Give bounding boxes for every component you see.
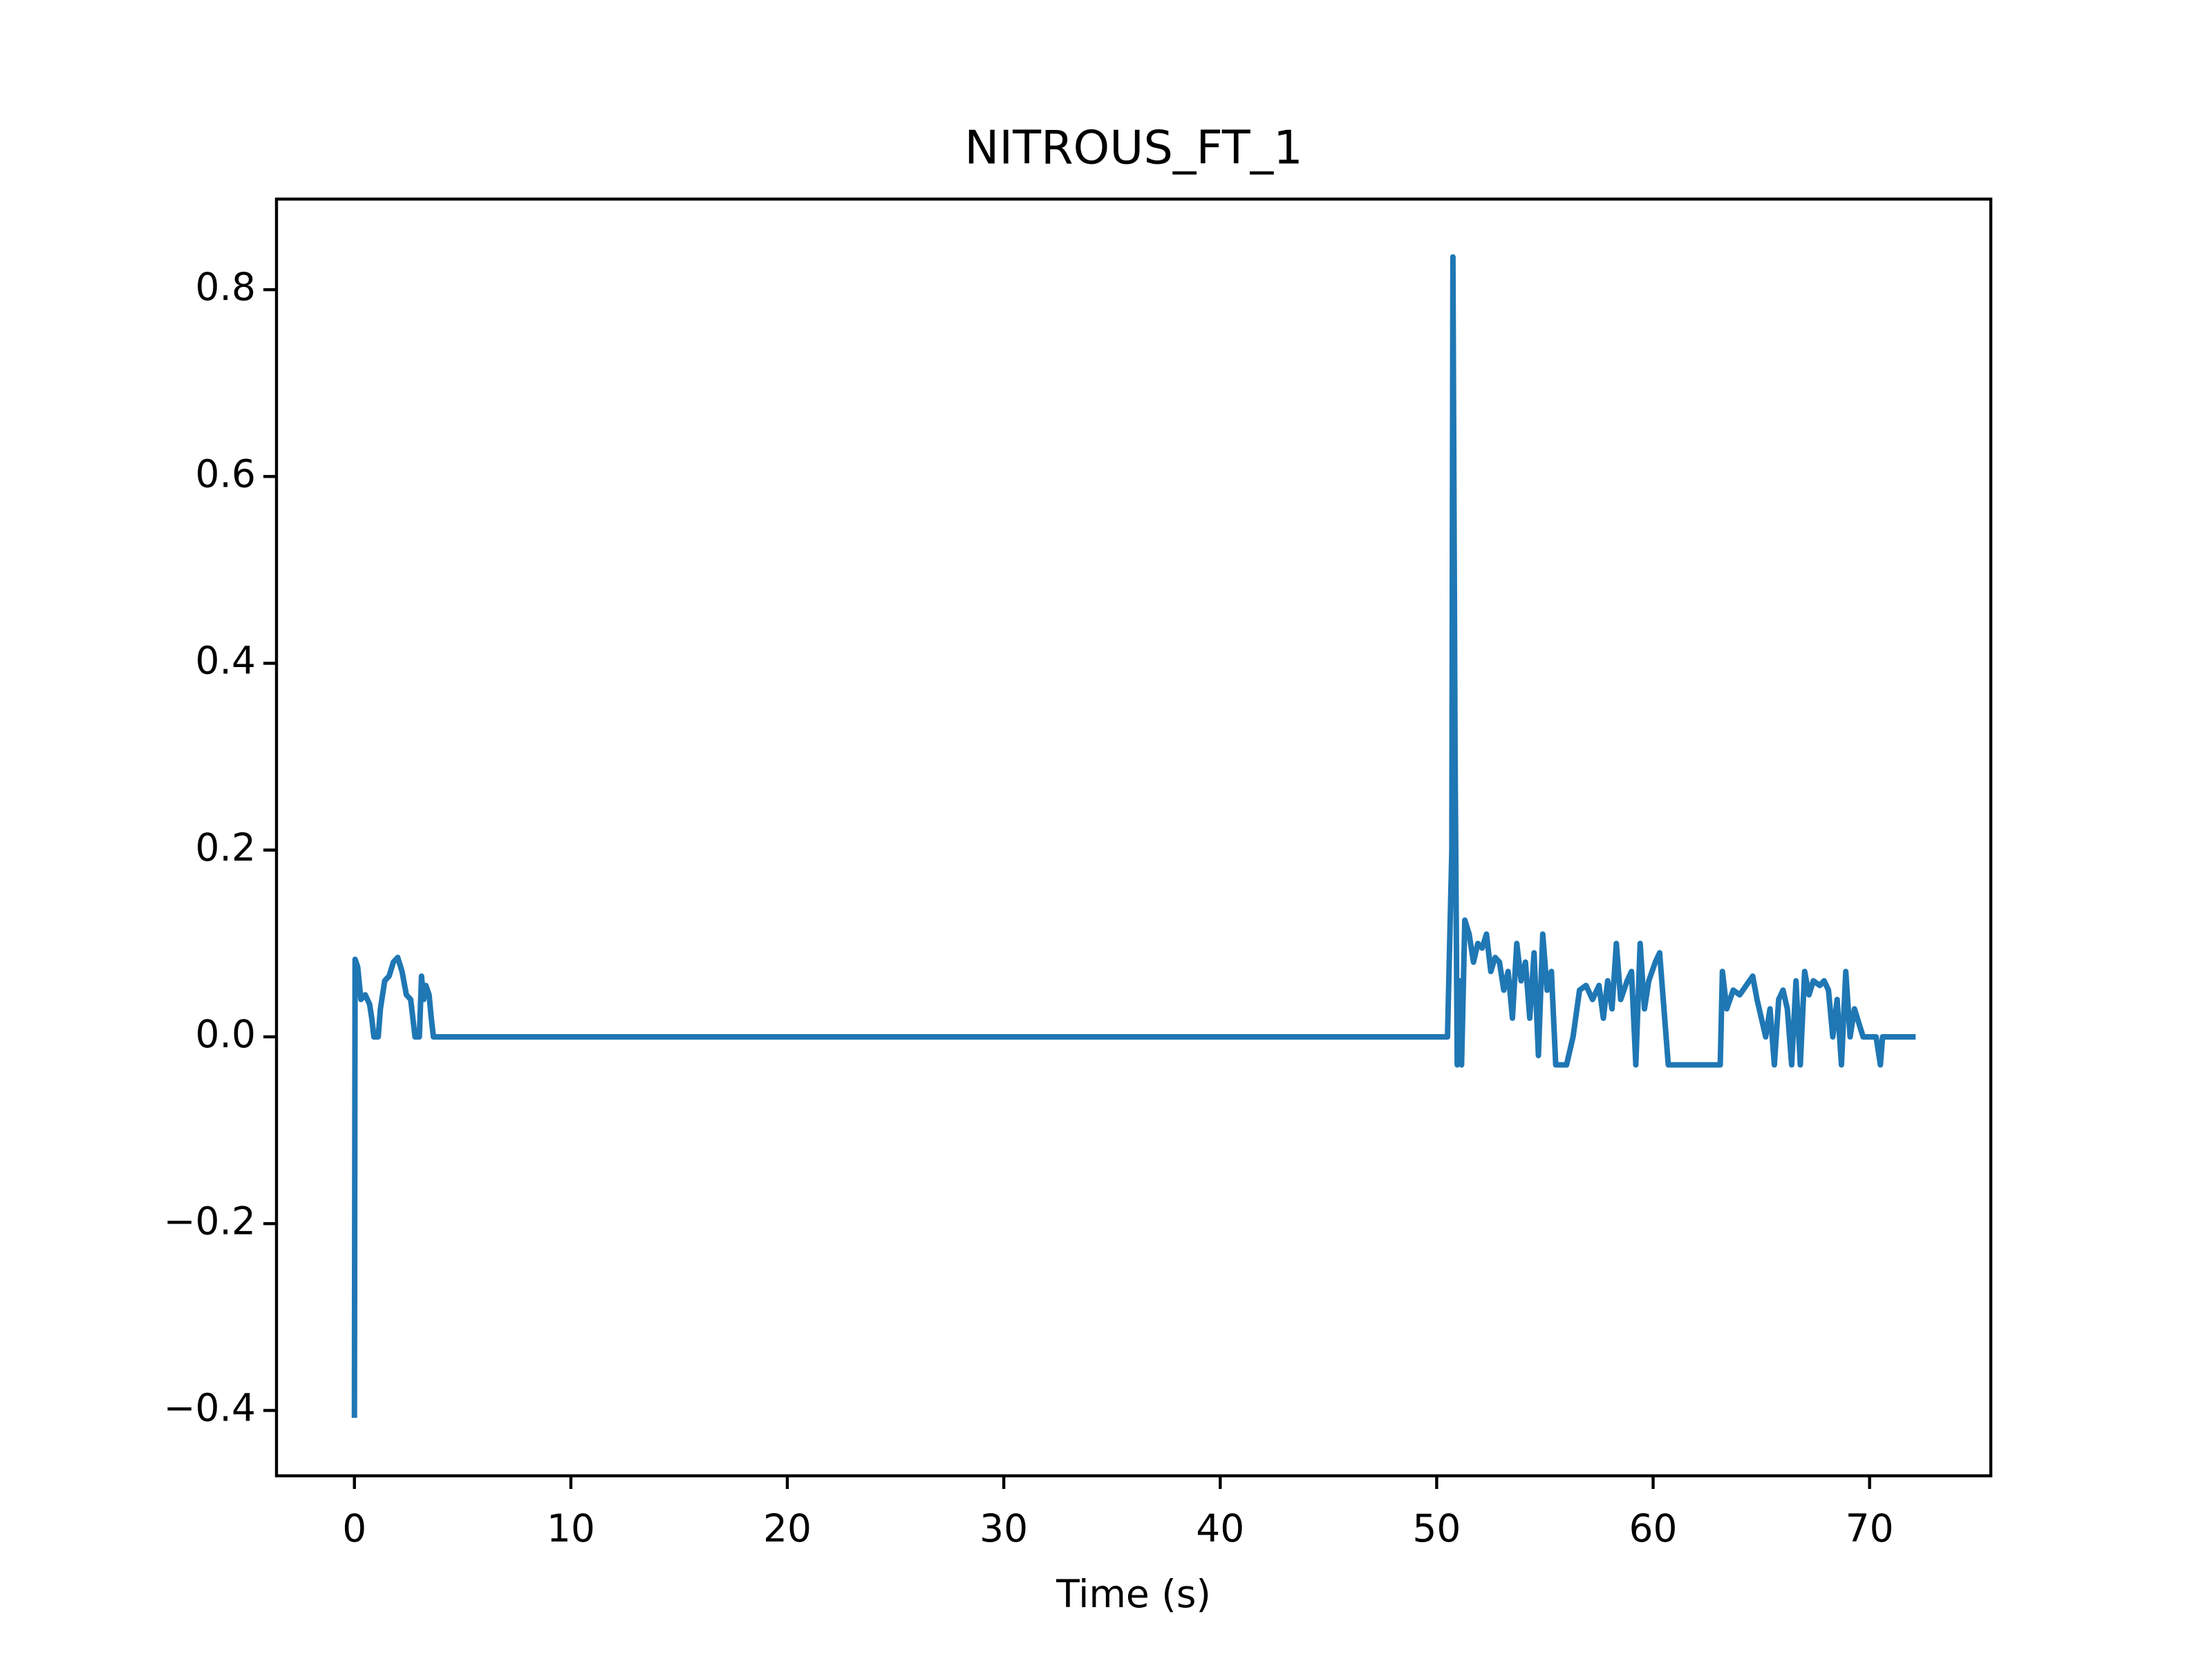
y-tick-label: −0.4 bbox=[163, 1386, 256, 1430]
y-tick-label: 0.4 bbox=[196, 639, 256, 683]
x-tick-label: 70 bbox=[1846, 1506, 1894, 1550]
y-tick-label: 0.0 bbox=[196, 1012, 256, 1056]
x-tick-label: 40 bbox=[1196, 1506, 1244, 1550]
y-tick-label: 0.8 bbox=[196, 265, 256, 309]
data-line bbox=[351, 254, 1916, 1418]
y-tick-label: 0.2 bbox=[196, 825, 256, 870]
x-tick-label: 20 bbox=[763, 1506, 812, 1550]
x-tick-label: 0 bbox=[342, 1506, 366, 1550]
y-tick-label: −0.2 bbox=[163, 1199, 256, 1243]
x-tick-label: 60 bbox=[1629, 1506, 1678, 1550]
x-tick-label: 10 bbox=[547, 1506, 595, 1550]
x-tick-label: 30 bbox=[980, 1506, 1028, 1550]
y-tick-label: 0.6 bbox=[196, 451, 256, 496]
chart-title: NITROUS_FT_1 bbox=[964, 121, 1303, 175]
plot-frame bbox=[274, 197, 1993, 1478]
x-tick-label: 50 bbox=[1412, 1506, 1461, 1550]
x-axis-label: Time (s) bbox=[1056, 1572, 1211, 1616]
